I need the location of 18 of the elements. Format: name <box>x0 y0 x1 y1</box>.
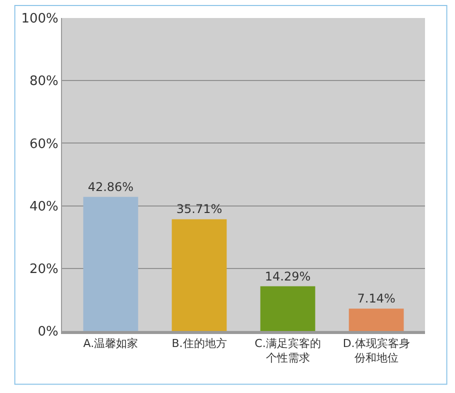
bar <box>260 286 316 331</box>
y-tick-label: 100% <box>21 12 58 27</box>
y-tick-label: 0% <box>38 324 58 340</box>
x-tick-label: D.体现宾客身份和地位 <box>342 337 410 364</box>
x-tick-label: A.温馨如家 <box>83 337 138 350</box>
y-tick-label: 80% <box>29 74 58 90</box>
y-tick-label: 60% <box>29 136 58 152</box>
data-label: 7.14% <box>357 292 396 306</box>
data-label: 42.86% <box>88 180 134 194</box>
bar <box>348 308 404 331</box>
y-tick-label: 20% <box>29 262 58 277</box>
data-label: 35.71% <box>176 202 222 216</box>
x-tick-label: C.满足宾客的个性需求 <box>254 337 321 364</box>
x-tick-label: B.住的地方 <box>172 337 227 350</box>
data-label: 14.29% <box>264 269 311 284</box>
y-tick-label: 40% <box>29 199 58 214</box>
bar <box>172 219 227 331</box>
bar <box>83 196 138 331</box>
